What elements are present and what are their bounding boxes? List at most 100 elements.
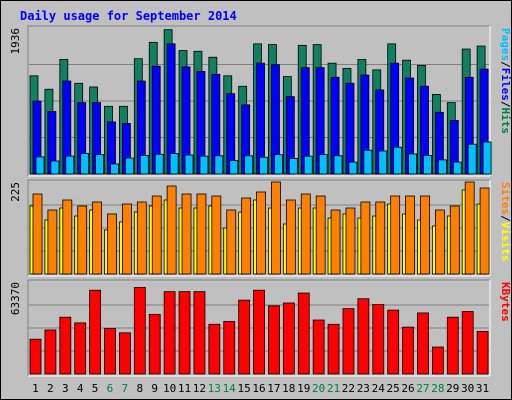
- bar-kbytes-25: [387, 309, 400, 375]
- bar-kbytes-7: [119, 332, 131, 375]
- bar-kbytes-2: [44, 329, 57, 375]
- x-tick-label: 3: [62, 382, 69, 395]
- bar-kbytes-19: [297, 292, 310, 375]
- bar-kbytes-9: [148, 313, 161, 375]
- bar-sites-28: [434, 209, 445, 275]
- x-tick-label: 30: [461, 382, 474, 395]
- x-tick-label: 31: [476, 382, 489, 395]
- legend-entry: /: [499, 215, 512, 222]
- legend-entry: Visits: [499, 222, 512, 262]
- bar-pages-14: [229, 160, 239, 175]
- bar-pages-9: [154, 153, 164, 175]
- bar-kbytes-11: [178, 291, 191, 375]
- bar-sites-13: [211, 195, 222, 275]
- bar-sites-6: [107, 213, 117, 275]
- bar-pages-16: [259, 156, 268, 175]
- x-tick-label: 2: [47, 382, 54, 395]
- bar-kbytes-26: [402, 326, 414, 375]
- x-tick-label: 29: [446, 382, 459, 395]
- bar-sites-21: [330, 209, 341, 275]
- bar-pages-20: [318, 154, 328, 175]
- x-tick-label: 4: [77, 382, 84, 395]
- bar-kbytes-14: [223, 321, 236, 375]
- bar-sites-10: [166, 185, 177, 275]
- bar-pages-21: [333, 155, 343, 175]
- bar-sites-2: [47, 209, 58, 275]
- bar-pages-12: [199, 155, 209, 175]
- bar-sites-11: [181, 193, 192, 275]
- x-tick-label: 14: [223, 382, 237, 395]
- bar-pages-24: [378, 150, 388, 175]
- bar-kbytes-18: [282, 302, 295, 375]
- bar-sites-16: [256, 191, 266, 275]
- bar-kbytes-27: [417, 312, 429, 375]
- bar-sites-4: [77, 205, 88, 275]
- bar-sites-19: [300, 193, 311, 275]
- bar-kbytes-29: [446, 316, 459, 375]
- x-tick-label: 28: [431, 382, 444, 395]
- x-tick-label: 18: [282, 382, 295, 395]
- x-tick-label: 23: [357, 382, 370, 395]
- y-max-label-hits-files-pages: 1936: [9, 28, 22, 55]
- x-tick-label: 19: [297, 382, 310, 395]
- bar-sites-18: [285, 199, 296, 275]
- x-tick-label: 21: [327, 382, 340, 395]
- bar-kbytes-3: [59, 316, 72, 375]
- bar-kbytes-1: [29, 338, 42, 375]
- bar-pages-23: [363, 149, 373, 175]
- bar-sites-3: [62, 199, 73, 275]
- bar-kbytes-24: [372, 304, 385, 375]
- bar-pages-15: [244, 155, 254, 175]
- bar-pages-1: [35, 156, 45, 175]
- bar-pages-11: [184, 154, 194, 175]
- bar-pages-27: [423, 154, 432, 175]
- bar-pages-10: [169, 153, 179, 175]
- bar-kbytes-31: [476, 330, 489, 375]
- panel-hits-files-pages: 1936 Pages/Files/Hits: [9, 25, 512, 177]
- bar-kbytes-20: [312, 319, 325, 375]
- bar-kbytes-15: [238, 299, 251, 375]
- x-tick-label: 5: [92, 382, 99, 395]
- bar-sites-14: [226, 209, 237, 275]
- bar-sites-9: [151, 195, 162, 275]
- bar-pages-3: [65, 155, 75, 175]
- legend-entry: Hits: [499, 108, 512, 135]
- x-tick-label: 27: [416, 382, 429, 395]
- x-tick-label: 6: [107, 382, 114, 395]
- bar-pages-17: [274, 154, 283, 175]
- bar-pages-5: [95, 154, 105, 175]
- bar-kbytes-28: [431, 346, 444, 375]
- x-tick-label: 13: [208, 382, 221, 395]
- bar-pages-31: [482, 141, 492, 175]
- y-max-label-visits-sites: 225: [9, 182, 22, 202]
- bar-sites-1: [32, 193, 43, 275]
- bar-sites-15: [241, 197, 252, 275]
- bar-sites-29: [449, 205, 460, 275]
- bar-kbytes-16: [253, 289, 265, 375]
- legend-hits-files-pages: Pages/Files/Hits: [499, 28, 512, 134]
- bar-files-22: [345, 82, 355, 175]
- x-tick-label: 10: [163, 382, 176, 395]
- bar-sites-30: [464, 181, 475, 275]
- bar-pages-29: [452, 161, 462, 175]
- x-tick-label: 8: [136, 382, 143, 395]
- chart-title: Daily usage for September 2014: [20, 9, 237, 23]
- y-max-label-kbytes: 63370: [9, 282, 22, 315]
- bar-sites-24: [375, 201, 386, 275]
- bar-pages-26: [408, 153, 417, 175]
- bar-pages-19: [303, 155, 313, 175]
- bar-pages-30: [467, 143, 477, 175]
- x-tick-label: 26: [401, 382, 414, 395]
- x-tick-label: 7: [122, 382, 129, 395]
- bar-pages-22: [348, 161, 358, 175]
- bar-kbytes-8: [133, 286, 146, 375]
- x-tick-label: 25: [387, 382, 400, 395]
- x-tick-label: 11: [178, 382, 191, 395]
- x-tick-label: 12: [193, 382, 206, 395]
- bar-kbytes-23: [357, 298, 370, 375]
- x-tick-label: 1: [32, 382, 39, 395]
- bar-kbytes-22: [342, 308, 355, 375]
- bar-kbytes-10: [163, 291, 176, 375]
- bar-sites-22: [345, 207, 356, 275]
